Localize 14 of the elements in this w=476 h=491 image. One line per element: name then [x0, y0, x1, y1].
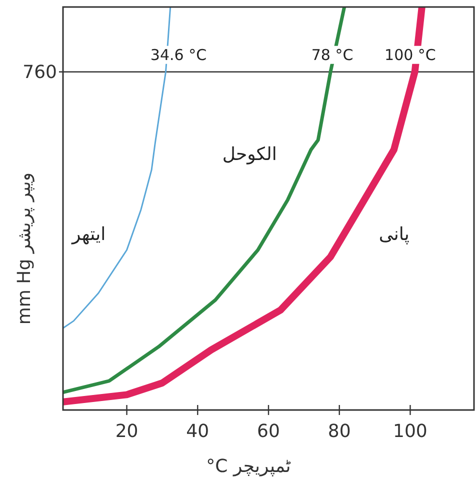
series-label: ایتھر: [70, 224, 106, 246]
series-label: پانی: [378, 224, 410, 246]
annotation: 100 °C: [384, 46, 436, 64]
x-tick-label: 80: [328, 421, 351, 442]
y-axis-title: mm Hg ویپر پریشر: [14, 172, 35, 325]
annotation: 34.6 °C: [150, 46, 207, 64]
x-axis-title: °C ٹمپریچر: [206, 456, 291, 477]
x-tick-label: 60: [257, 421, 280, 442]
annotation: 78 °C: [311, 46, 354, 64]
x-tick-label: 20: [115, 421, 138, 442]
x-tick-label: 40: [186, 421, 210, 442]
text: 760: [22, 62, 57, 83]
series-label: الکوحل: [222, 144, 277, 166]
x-tick-label: 100: [393, 421, 428, 442]
